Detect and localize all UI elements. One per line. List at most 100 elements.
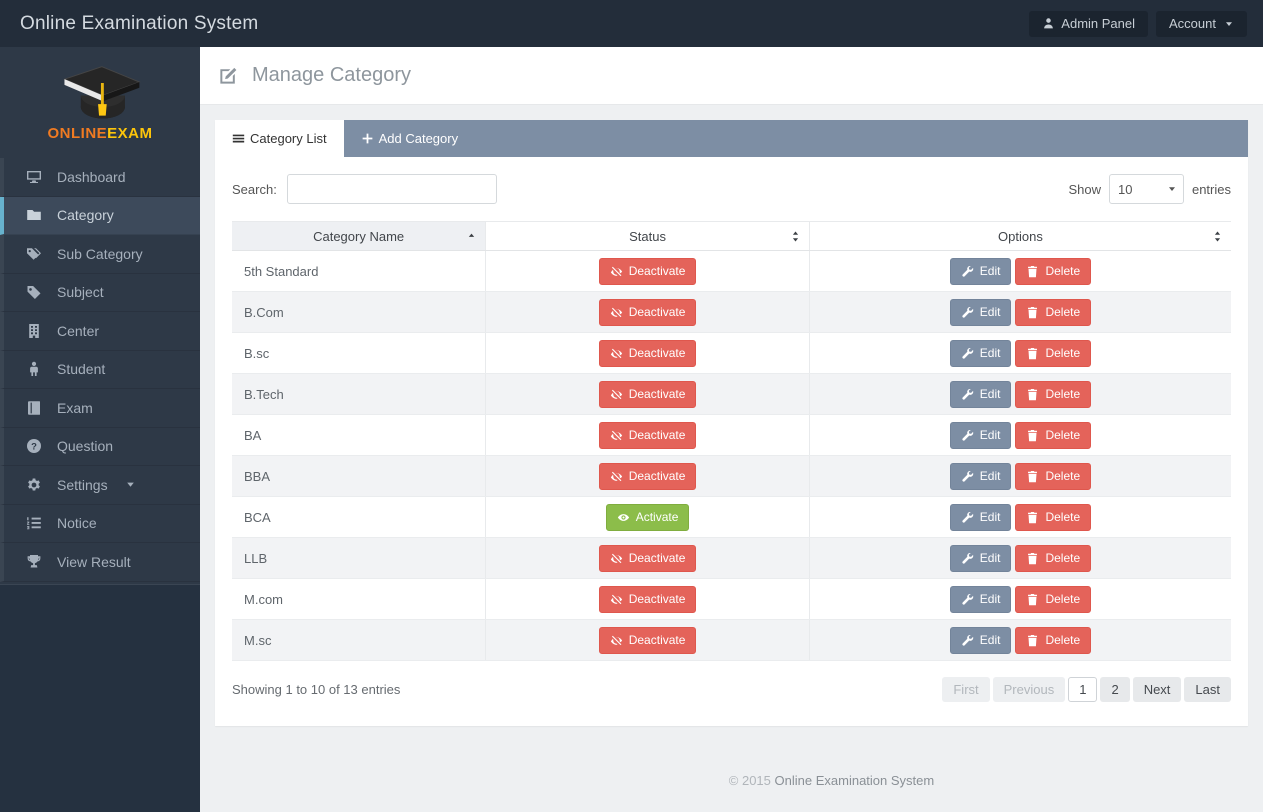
page-header: Manage Category [200,47,1263,105]
tab-category-list-label: Category List [250,131,327,146]
sidebar-item-student[interactable]: Student [0,350,200,389]
tab-category-list[interactable]: Category List [215,120,344,157]
status-toggle-button[interactable]: Deactivate [598,257,697,285]
edit-button[interactable]: Edit [949,339,1012,367]
sidebar-nav: Dashboard Category Sub Category Subject … [0,158,200,582]
column-header-category-name[interactable]: Category Name [232,221,486,251]
delete-button[interactable]: Delete [1015,339,1092,367]
sort-both-icon [1211,230,1224,243]
edit-button[interactable]: Edit [949,462,1012,490]
search-input[interactable] [286,174,497,204]
trash-icon [1026,306,1039,319]
eye-slash-icon [610,347,623,360]
category-name-cell: M.sc [232,619,486,661]
column-header-status[interactable]: Status [485,221,810,251]
pencil-square-icon [218,65,239,86]
table-row: 5th Standard Deactivate Edit [232,250,1231,292]
table-row: B.Com Deactivate Edit [232,291,1231,333]
category-table-body: 5th Standard Deactivate Edit [232,250,1231,661]
eye-slash-icon [610,388,623,401]
sidebar-item-label: Notice [57,515,97,532]
tab-bar: Category List Add Category [215,120,1248,157]
page-footer: © 2015 Online Examination System [400,726,1263,808]
sidebar-item-exam[interactable]: Exam [0,389,200,428]
sidebar-item-notice[interactable]: Notice [0,504,200,543]
account-dropdown-button[interactable]: Account [1156,10,1247,37]
status-toggle-button[interactable]: Deactivate [598,585,697,613]
sidebar-item-label: Center [57,322,100,339]
trash-icon [1026,593,1039,606]
edit-button[interactable]: Edit [949,626,1012,654]
pagination-2[interactable]: 2 [1100,677,1130,702]
plus-icon [361,132,374,145]
logo-text: ONLINEEXAM [0,125,200,142]
main-content: Manage Category Category List Add Catego… [200,47,1263,812]
account-label: Account [1169,16,1216,31]
footer-brand: Online Examination System [774,773,935,788]
sidebar-item-label: Student [57,361,106,378]
tab-add-category[interactable]: Add Category [344,120,476,157]
showing-info: Showing 1 to 10 of 13 entries [232,682,401,697]
question-circle-icon: ? [26,438,42,454]
sidebar-item-label: Category [57,207,114,224]
edit-button[interactable]: Edit [949,544,1012,572]
status-toggle-button[interactable]: Deactivate [598,626,697,654]
wrench-icon [961,347,974,360]
sidebar-item-question[interactable]: ? Question [0,427,200,466]
sidebar-item-label: Sub Category [57,245,143,262]
page-size-select[interactable]: 10 [1108,174,1184,204]
sidebar-item-dashboard[interactable]: Dashboard [0,158,200,197]
eye-slash-icon [610,306,623,319]
book-icon [26,400,42,416]
category-name-cell: M.com [232,578,486,620]
status-toggle-button[interactable]: Deactivate [598,421,697,449]
status-toggle-button[interactable]: Deactivate [598,339,697,367]
status-toggle-button[interactable]: Deactivate [598,544,697,572]
category-name-cell: B.sc [232,332,486,374]
delete-button[interactable]: Delete [1015,380,1092,408]
pagination-last[interactable]: Last [1184,677,1231,702]
wrench-icon [961,429,974,442]
sidebar-item-center[interactable]: Center [0,312,200,351]
edit-button[interactable]: Edit [949,585,1012,613]
eye-slash-icon [610,552,623,565]
delete-button[interactable]: Delete [1015,421,1092,449]
table-row: M.com Deactivate Edit [232,578,1231,620]
status-toggle-button[interactable]: Deactivate [598,462,697,490]
wrench-icon [961,593,974,606]
status-toggle-button[interactable]: Activate [605,503,690,531]
status-toggle-button[interactable]: Deactivate [598,380,697,408]
delete-button[interactable]: Delete [1015,257,1092,285]
sidebar-item-sub-category[interactable]: Sub Category [0,235,200,274]
delete-button[interactable]: Delete [1015,503,1092,531]
delete-button[interactable]: Delete [1015,626,1092,654]
sidebar-item-label: Subject [57,284,104,301]
sidebar-item-category[interactable]: Category [0,196,200,235]
sidebar-item-subject[interactable]: Subject [0,273,200,312]
table-row: BA Deactivate Edit [232,414,1231,456]
sidebar-item-settings[interactable]: Settings [0,466,200,505]
pagination-1[interactable]: 1 [1068,677,1098,702]
building-icon [26,323,42,339]
table-row: BBA Deactivate Edit [232,455,1231,497]
edit-button[interactable]: Edit [949,421,1012,449]
edit-button[interactable]: Edit [949,298,1012,326]
column-header-options[interactable]: Options [808,221,1231,251]
delete-button[interactable]: Delete [1015,462,1092,490]
edit-button[interactable]: Edit [949,257,1012,285]
edit-button[interactable]: Edit [949,503,1012,531]
trash-icon [1026,634,1039,647]
admin-panel-button[interactable]: Admin Panel [1029,10,1149,37]
delete-button[interactable]: Delete [1015,544,1092,572]
table-row: M.sc Deactivate Edit [232,619,1231,661]
sidebar-item-label: Dashboard [57,168,126,185]
logo-text-online: ONLINE [47,125,108,142]
delete-button[interactable]: Delete [1015,585,1092,613]
eye-slash-icon [610,429,623,442]
sidebar-item-view-result[interactable]: View Result [0,543,200,582]
wrench-icon [961,552,974,565]
delete-button[interactable]: Delete [1015,298,1092,326]
pagination-next[interactable]: Next [1132,677,1182,702]
status-toggle-button[interactable]: Deactivate [598,298,697,326]
edit-button[interactable]: Edit [949,380,1012,408]
